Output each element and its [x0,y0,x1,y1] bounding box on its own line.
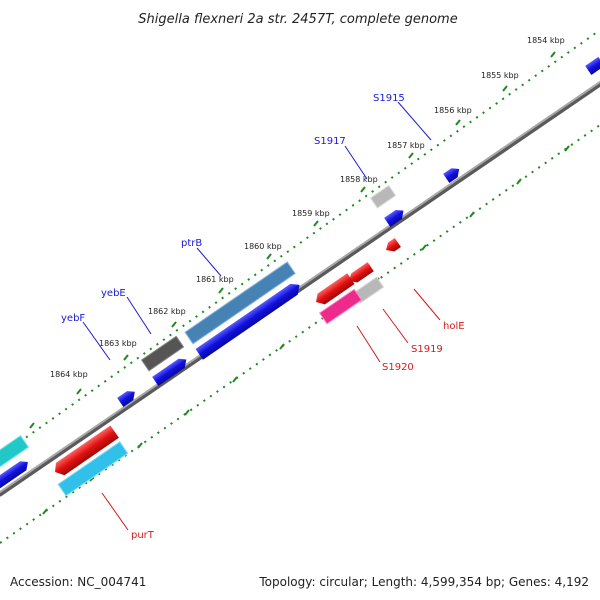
gene-label-hole[interactable]: holE [443,321,465,332]
forward-tick-ruler [0,29,600,457]
gene-block-gray-light[interactable] [369,184,397,209]
gene-arrow-small-blue[interactable] [443,165,462,183]
gene-arrow-long-blue[interactable] [195,280,304,360]
gene-label-s1917[interactable]: S1917 [314,136,346,147]
tick-label-1861: 1861 kbp [196,275,234,284]
gene-block-dark-gray[interactable] [140,335,185,372]
upper-major-ticks [29,51,556,429]
gene-label-s1920[interactable]: S1920 [382,362,414,373]
tick-label-1863: 1863 kbp [99,339,137,348]
gene-label-yebe[interactable]: yebE [101,288,126,299]
gene-arrow-yebf[interactable] [117,388,138,407]
tick-label-1864: 1864 kbp [50,370,88,379]
gene-block-ptrb[interactable] [184,261,296,345]
tick-label-1859: 1859 kbp [292,209,330,218]
gene-arrow-red-long[interactable] [51,425,119,478]
gene-arrow-hole[interactable] [383,237,401,255]
lower-major-ticks [42,145,570,515]
forward-label-leaders [82,101,432,361]
reverse-tick-ruler [0,124,600,544]
gene-arrow-yebe[interactable] [152,355,190,386]
gene-label-s1919[interactable]: S1919 [411,344,443,355]
tick-label-1857: 1857 kbp [387,141,425,150]
tick-label-1860: 1860 kbp [244,242,282,251]
footer-accession: Accession: NC_004741 [10,575,146,589]
tick-label-1855: 1855 kbp [481,71,519,80]
gene-arrow-red-mid[interactable] [313,273,355,308]
gene-label-s1915[interactable]: S1915 [373,93,405,104]
tick-label-1862: 1862 kbp [148,307,186,316]
tick-label-1856: 1856 kbp [434,106,472,115]
genome-backbone-shadow [0,81,600,497]
gene-block-teal[interactable] [0,434,30,479]
reverse-label-leaders [101,288,441,531]
gene-block-s1920[interactable] [318,288,363,325]
gene-label-ptrb[interactable]: ptrB [181,238,202,249]
gene-arrow-s1917[interactable] [384,207,407,227]
gene-block-purt[interactable] [57,441,129,497]
gene-label-yebf[interactable]: yebF [61,313,85,324]
map-title: Shigella flexneri 2a str. 2457T, complet… [138,12,457,27]
gene-arrow-left-blue[interactable] [0,458,31,493]
footer-summary: Topology: circular; Length: 4,599,354 bp… [258,575,589,589]
gene-arrow-red-small[interactable] [346,262,374,286]
tick-label-1858: 1858 kbp [340,175,378,184]
genome-backbone [0,81,600,493]
gene-block-far-right[interactable] [585,56,600,75]
tick-label-1854: 1854 kbp [527,36,565,45]
gene-label-purt[interactable]: purT [131,530,155,541]
